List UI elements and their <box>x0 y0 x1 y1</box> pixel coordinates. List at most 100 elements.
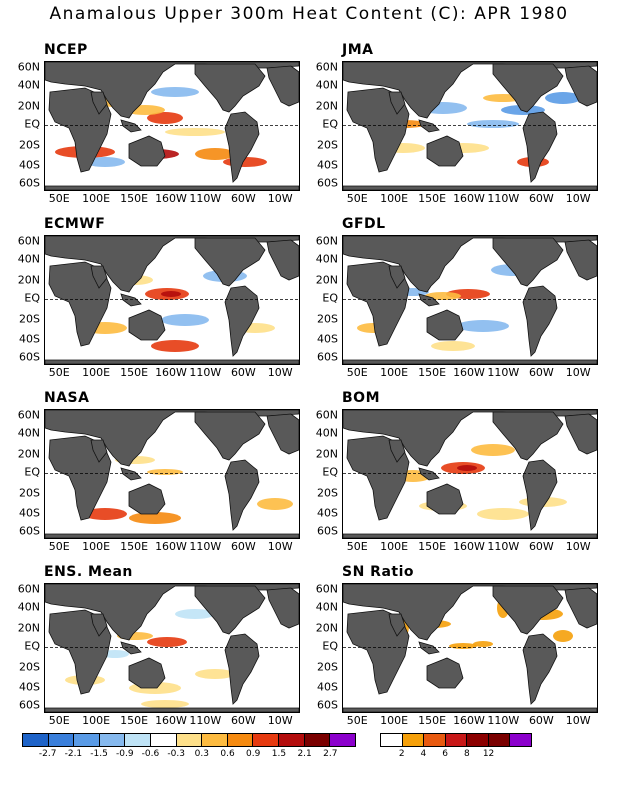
land-mass <box>45 533 299 538</box>
land-mass <box>224 633 260 705</box>
colorbar-label: -2.7 <box>38 749 57 759</box>
longitude-label: 160W <box>155 714 187 727</box>
latitude-label: 60N <box>315 60 338 74</box>
latitude-label: 40N <box>315 600 338 614</box>
longitude-label: 60W <box>528 714 554 727</box>
longitude-label: 110W <box>487 192 520 205</box>
latitude-label: 40S <box>317 680 338 694</box>
longitude-label: 10W <box>267 540 293 553</box>
land-mass <box>388 91 406 115</box>
land-mass <box>90 91 108 115</box>
longitude-label: 60W <box>230 714 256 727</box>
panel-title: NCEP <box>44 42 88 58</box>
longitude-label: 150E <box>120 540 149 553</box>
land-mass <box>224 111 260 183</box>
longitude-label: 160W <box>155 192 187 205</box>
longitude-label: 50E <box>346 540 368 553</box>
land-mass <box>90 265 108 289</box>
land-mass <box>194 411 266 461</box>
panel-title: BOM <box>342 390 381 406</box>
longitude-labels: 50E 100E 150E 160W 110W 60W 10W <box>342 714 596 728</box>
longitude-label: 160W <box>453 192 485 205</box>
land-mass <box>492 237 564 287</box>
land-mass <box>426 657 464 689</box>
colorbar-label: 4 <box>420 749 427 759</box>
colorbar-label: 0.9 <box>246 749 261 759</box>
longitude-label: 10W <box>565 540 591 553</box>
ocean-map <box>342 235 598 365</box>
map-svg <box>343 410 597 538</box>
colorbar-swatch <box>279 734 305 746</box>
latitude-labels: 60N 40N 20N EQ 20S 40S 60S <box>0 234 42 364</box>
anomaly-patch <box>165 128 225 136</box>
longitude-label: 60W <box>230 192 256 205</box>
longitude-label: 50E <box>48 366 70 379</box>
longitude-label: 160W <box>453 540 485 553</box>
land-mass <box>418 641 440 655</box>
map-panel: ECMWF 60N 40N 20N EQ 20S 40S 60S 50E 100E 150E 160W… <box>0 216 300 388</box>
longitude-label: 60W <box>528 540 554 553</box>
colorbar-swatch <box>488 734 511 746</box>
sn-ratio-legend: 2 4 6 8 12 <box>380 733 532 763</box>
latitude-label: 40S <box>19 506 40 520</box>
longitude-label: 100E <box>380 540 409 553</box>
land-mass <box>266 239 299 281</box>
anomaly-patch <box>449 643 477 649</box>
longitude-label: 100E <box>380 192 409 205</box>
anomaly-patch <box>467 120 519 128</box>
longitude-label: 10W <box>267 714 293 727</box>
anomaly-patch <box>161 314 209 326</box>
latitude-label: 60N <box>17 60 40 74</box>
longitude-label: 50E <box>346 366 368 379</box>
latitude-label: 60N <box>17 408 40 422</box>
longitude-label: 60W <box>528 192 554 205</box>
land-mass <box>522 459 558 531</box>
longitude-label: 100E <box>82 192 111 205</box>
map-svg <box>45 584 299 712</box>
ocean-map <box>44 61 300 191</box>
latitude-labels: 60N 40N 20N EQ 20S 40S 60S <box>298 408 340 537</box>
land-mass <box>522 285 558 357</box>
map-svg <box>45 236 299 364</box>
longitude-label: 50E <box>48 192 70 205</box>
latitude-label: 40S <box>317 332 338 346</box>
longitude-label: 50E <box>48 714 70 727</box>
map-panel: NCEP 60N 40N 20N EQ 20S 40S 60S 50E 100E 150E 160W 1… <box>0 42 300 214</box>
anomaly-colorbar-labels: -2.7 -2.1 -1.5 -0.9 -0.6 -0.3 0.3 0.6 0.9 1.5 2.1 2… <box>22 749 356 763</box>
panel-title: NASA <box>44 390 90 406</box>
colorbar-label: -0.3 <box>167 749 185 759</box>
colorbar-swatch <box>467 734 489 746</box>
latitude-label: 60N <box>17 582 40 596</box>
latitude-label: 60S <box>19 524 40 538</box>
land-mass <box>266 587 299 629</box>
latitude-label: 40N <box>315 78 338 92</box>
colorbar-label: 8 <box>463 749 470 759</box>
land-mass <box>388 613 406 637</box>
longitude-label: 100E <box>380 714 409 727</box>
land-mass <box>388 265 406 289</box>
map-svg <box>45 62 299 190</box>
latitude-label: 20S <box>19 660 40 674</box>
colorbar-swatch <box>445 734 468 746</box>
latitude-label: 20N <box>315 447 338 461</box>
latitude-label: 20N <box>315 99 338 113</box>
land-mass <box>418 119 440 133</box>
longitude-label: 110W <box>189 714 222 727</box>
map-svg <box>343 62 597 190</box>
latitude-label: 20N <box>17 621 40 635</box>
longitude-label: 10W <box>267 192 293 205</box>
latitude-label: 40S <box>19 332 40 346</box>
latitude-label: 60S <box>19 350 40 364</box>
colorbar-label: -0.9 <box>115 749 134 759</box>
colorbar-swatch <box>125 734 152 746</box>
longitude-label: 10W <box>565 366 591 379</box>
longitude-labels: 50E 100E 150E 160W 110W 60W 10W <box>44 192 298 206</box>
latitude-label: 60N <box>315 582 338 596</box>
anomaly-patch <box>431 341 475 351</box>
colorbar-swatch <box>510 734 532 746</box>
ocean-map <box>44 583 300 713</box>
anomaly-patch <box>175 609 215 619</box>
colorbar-label: 12 <box>482 749 495 759</box>
longitude-label: 100E <box>82 540 111 553</box>
latitude-label: 20N <box>315 621 338 635</box>
